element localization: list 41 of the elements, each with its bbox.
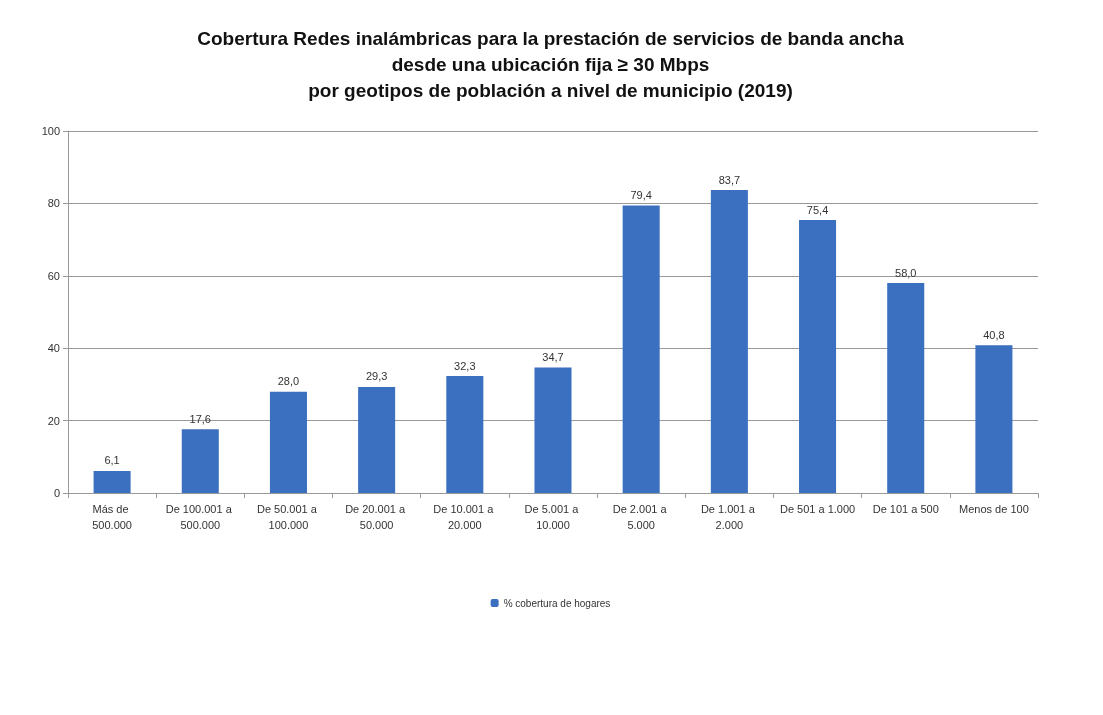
bar <box>93 470 131 493</box>
x-tick-label: De 50.001 a 100.000 <box>256 503 320 531</box>
x-tick-label: De 2.001 a 5.000 <box>612 503 670 531</box>
data-label: 34,7 <box>542 350 564 363</box>
x-tick-label: De 501 a 1.000 <box>779 503 856 515</box>
x-tick-label: Más de 500.000 <box>92 503 132 531</box>
y-tick-label: 20 <box>47 414 60 427</box>
x-tick-label: De 1.001 a 2.000 <box>700 503 758 531</box>
data-label: 28,0 <box>277 375 300 388</box>
bar <box>534 367 572 493</box>
bar <box>710 190 748 493</box>
bar <box>446 376 484 493</box>
y-tick-label: 60 <box>47 269 60 282</box>
bar <box>622 205 660 493</box>
data-label: 40,8 <box>983 328 1005 341</box>
y-tick-label: 100 <box>41 125 60 137</box>
x-tick-label: De 100.001 a 500.000 <box>165 503 235 531</box>
bar <box>799 220 837 493</box>
bar <box>269 391 307 493</box>
x-tick-label: De 20.001 a 50.000 <box>345 503 409 531</box>
chart-title: Cobertura Redes inalámbricas para la prestación de servicios de banda ancha desde una ubicación fija ≥ 30 Mbps por geotipos de población a nivel de municipio (2019) <box>197 27 905 101</box>
x-tick-label: Menos de 100 <box>959 503 1029 515</box>
x-tick-label: De 10.001 a 20.000 <box>433 503 497 531</box>
y-tick-label: 0 <box>53 487 60 499</box>
data-label: 6,1 <box>104 454 120 467</box>
data-label: 58,0 <box>895 266 917 279</box>
bar <box>975 345 1013 493</box>
y-tick-label: 40 <box>47 342 60 355</box>
bar <box>181 429 219 493</box>
data-label: 29,3 <box>365 370 388 383</box>
x-tick-label: De 5.001 a 10.000 <box>524 503 582 531</box>
data-label: 32,3 <box>454 359 476 372</box>
legend-label: % cobertura de hogares <box>503 597 611 609</box>
bar <box>358 386 396 493</box>
data-label: 75,4 <box>806 203 829 216</box>
bar <box>887 283 925 493</box>
data-label: 17,6 <box>189 412 211 425</box>
y-tick-label: 80 <box>47 197 60 210</box>
x-tick-label: De 101 a 500 <box>872 503 939 515</box>
data-label: 79,4 <box>630 189 652 202</box>
data-label: 83,7 <box>718 173 741 186</box>
